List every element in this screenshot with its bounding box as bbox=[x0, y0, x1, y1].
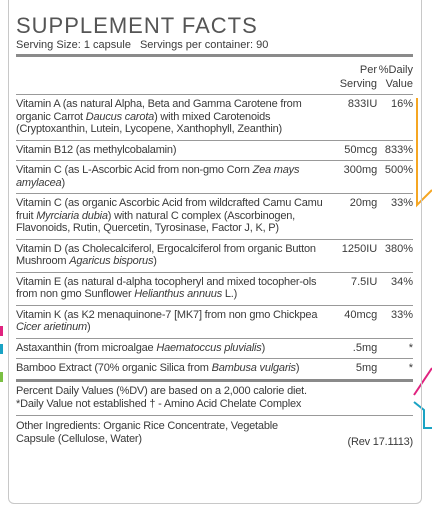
table-row: Vitamin C (as organic Ascorbic Acid from… bbox=[16, 194, 413, 240]
ingredient: Vitamin C (as L-Ascorbic Acid from non-g… bbox=[16, 164, 324, 189]
ingredient-text: Vitamin A (as natural Alpha, Beta and Ga… bbox=[16, 98, 302, 123]
table-row: Vitamin C (as L-Ascorbic Acid from non-g… bbox=[16, 161, 413, 194]
daily-value: 33% bbox=[390, 197, 413, 209]
table-row: Bamboo Extract (70% organic Silica from … bbox=[16, 359, 413, 382]
ingredient-text: Bamboo Extract (70% organic Silica from bbox=[16, 362, 212, 374]
serving-info: Serving Size: 1 capsule Servings per cont… bbox=[16, 38, 413, 57]
botanical-name: Myrciaria dubia bbox=[36, 209, 108, 222]
table-row: Vitamin B12 (as methylcobalamin) 50mcg 833… bbox=[16, 141, 413, 161]
ingredient-text: ) bbox=[295, 362, 300, 374]
botanical-name: Haematoccus pluvialis bbox=[156, 341, 262, 354]
column-header: Per Serving %Daily Value bbox=[16, 57, 413, 95]
daily-value: 16% bbox=[390, 98, 413, 110]
amount: 5mg bbox=[355, 362, 378, 374]
column-label: %Daily Value bbox=[378, 64, 413, 90]
revision: (Rev 17.1113) bbox=[347, 435, 414, 448]
ingredient-text: ) bbox=[86, 321, 91, 333]
botanical-name: Bambusa vulgaris bbox=[211, 362, 296, 374]
amount: .5mg bbox=[352, 341, 378, 354]
table-row: Vitamin E (as natural d-alpha tocopheryl… bbox=[16, 273, 413, 306]
magenta-line bbox=[413, 367, 432, 396]
amount: 1250IU bbox=[341, 242, 378, 255]
servings-per-container: Servings per container: 90 bbox=[139, 39, 269, 51]
ingredient: Vitamin E (as natural d-alpha tocopheryl… bbox=[16, 276, 324, 301]
ingredient: Astaxanthin (from microalgae Haematoccus… bbox=[16, 342, 324, 355]
ingredient: Vitamin K (as K2 menaquinone-7 [MK7] fro… bbox=[16, 309, 324, 334]
amount: 833IU bbox=[347, 98, 378, 110]
amount: 50mcg bbox=[344, 143, 378, 156]
table-row: Astaxanthin (from microalgae Haematoccus… bbox=[16, 339, 413, 359]
other-ingredients: Other Ingredients: Organic Rice Concentr… bbox=[16, 419, 278, 445]
amount: 7.5IU bbox=[350, 275, 378, 288]
botanical-name: Daucus carota bbox=[85, 110, 155, 123]
column-label: Per Serving bbox=[339, 64, 377, 90]
botanical-name: Agaricus bisporus bbox=[69, 255, 154, 267]
ingredient-text: Vitamin B12 (as methylcobalamin) bbox=[16, 143, 177, 156]
other-section: Other Ingredients: Organic Rice Concentr… bbox=[16, 416, 413, 454]
ingredient: Vitamin C (as organic Ascorbic Acid from… bbox=[16, 197, 324, 235]
accent bbox=[0, 344, 3, 354]
footnote: Percent Daily Values (%DV) are based on … bbox=[16, 384, 307, 397]
ingredient-text: ) with mixed Carotenoids (Cryptoxanthin,… bbox=[16, 110, 283, 136]
ingredient-text: Vitamin D (as Cholecalciferol, Ergocalci… bbox=[16, 242, 316, 268]
table-row: Vitamin K (as K2 menaquinone-7 [MK7] fro… bbox=[16, 306, 413, 339]
accent bbox=[0, 372, 3, 382]
amount: 300mg bbox=[343, 164, 378, 176]
ingredient: Bamboo Extract (70% organic Silica from … bbox=[16, 362, 324, 375]
ingredient-text: Vitamin C (as L-Ascorbic Acid from non-g… bbox=[16, 164, 253, 176]
ingredient-text: ) with natural C complex (Ascorbinogen, … bbox=[16, 209, 296, 235]
ingredient: Vitamin D (as Cholecalciferol, Ergocalci… bbox=[16, 243, 324, 268]
daily-value: 500% bbox=[384, 164, 413, 176]
accent bbox=[0, 326, 3, 336]
ingredient-text: ) bbox=[261, 341, 266, 354]
supplement-label: SUPPLEMENT FACTS Serving Size: 1 capsule… bbox=[8, 0, 422, 504]
ingredient-text: Vitamin K (as K2 menaquinone-7 [MK7] fro… bbox=[16, 308, 318, 321]
ingredient: Vitamin A (as natural Alpha, Beta and Ga… bbox=[16, 98, 324, 136]
table-body: Vitamin A (as natural Alpha, Beta and Ga… bbox=[16, 95, 413, 382]
botanical-name: Helianthus annuus bbox=[134, 288, 223, 300]
footnotes: Percent Daily Values (%DV) are based on … bbox=[16, 382, 413, 416]
title: SUPPLEMENT FACTS bbox=[16, 13, 258, 38]
daily-value: 380% bbox=[384, 242, 413, 255]
footnote: *Daily Value not established † - Amino A… bbox=[16, 397, 302, 410]
teal-line bbox=[413, 401, 432, 429]
botanical-name: Cicer arietinum bbox=[16, 321, 87, 333]
ingredient-text: L.) bbox=[222, 288, 238, 300]
orange-line bbox=[416, 98, 432, 208]
ingredient: Vitamin B12 (as methylcobalamin) bbox=[16, 144, 324, 157]
ingredient-text: Astaxanthin (from microalgae bbox=[16, 341, 157, 354]
ingredient-text: Vitamin C (as organic Ascorbic Acid from… bbox=[16, 197, 323, 222]
daily-value: 34% bbox=[390, 275, 413, 288]
daily-value: 833% bbox=[384, 143, 413, 156]
amount: 40mcg bbox=[344, 308, 378, 321]
amount: 20mg bbox=[349, 197, 378, 209]
daily-value: * bbox=[408, 341, 413, 354]
ingredient-text: ) bbox=[61, 176, 65, 189]
daily-value: 33% bbox=[390, 308, 413, 321]
ingredient-text: Vitamin E (as natural d-alpha tocopheryl… bbox=[16, 275, 317, 301]
daily-value: * bbox=[408, 362, 413, 374]
table-row: Vitamin D (as Cholecalciferol, Ergocalci… bbox=[16, 240, 413, 273]
botanical-name: Zea mays amylacea bbox=[16, 164, 300, 189]
table-row: Vitamin A (as natural Alpha, Beta and Ga… bbox=[16, 95, 413, 141]
serving-size: Serving Size: 1 capsule bbox=[16, 39, 131, 51]
ingredient-text: ) bbox=[153, 255, 157, 267]
